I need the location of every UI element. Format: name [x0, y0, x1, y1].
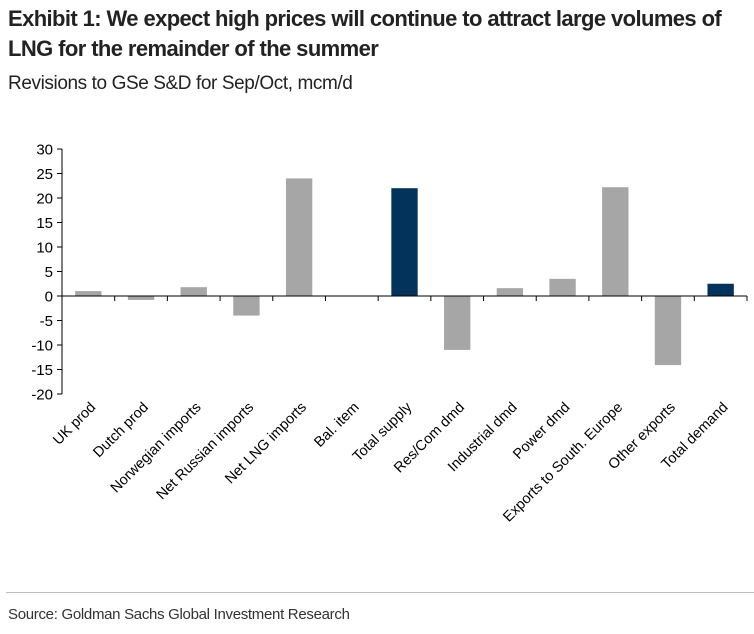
- bar-industrial-dmd: [496, 288, 524, 296]
- y-tick-label: 25: [36, 166, 53, 183]
- x-tick-label: UK prod: [50, 400, 99, 449]
- x-tick-label: Net Russian imports: [154, 400, 258, 504]
- y-axis: 30 25 20 15 10 5 0 -5 -10 -15 -20: [31, 142, 63, 404]
- y-tick-label: 5: [45, 264, 53, 281]
- x-tick-label: Norwegian imports: [108, 400, 205, 497]
- y-tick-label: -10: [31, 338, 53, 355]
- y-tick-label: 10: [36, 240, 53, 257]
- bar-dutch-prod: [127, 296, 155, 300]
- bar-net-lng-imports: [285, 178, 313, 296]
- bar-norwegian-imports: [180, 287, 207, 296]
- bar-res-com-dmd: [444, 296, 471, 350]
- y-tick-label: 0: [45, 289, 53, 306]
- bar-uk-prod: [75, 291, 102, 296]
- footer-divider: [6, 592, 754, 593]
- y-tick-label: 30: [36, 142, 53, 159]
- bar-net-russian-imports: [233, 296, 260, 316]
- y-tick-label: -20: [31, 387, 53, 404]
- chart-title: Exhibit 1: We expect high prices will co…: [8, 6, 722, 61]
- source-note: Source: Goldman Sachs Global Investment …: [8, 606, 350, 623]
- x-axis: [57, 295, 748, 301]
- chart-subtitle: Revisions to GSe S&D for Sep/Oct, mcm/d: [8, 73, 353, 94]
- y-tick-label: -15: [31, 362, 53, 379]
- bar-total-demand: [707, 283, 734, 296]
- bars-group: [75, 178, 734, 366]
- bar-other-exports: [654, 296, 682, 366]
- bar-total-supply: [391, 188, 418, 296]
- y-tick-label: 20: [36, 191, 53, 208]
- y-tick-label: 15: [36, 215, 53, 232]
- bar-power-dmd: [549, 278, 576, 296]
- x-tick-label: Bal. item: [311, 400, 362, 451]
- bar-exports-to-south-europe: [602, 187, 629, 296]
- y-tick-label: -5: [40, 313, 53, 330]
